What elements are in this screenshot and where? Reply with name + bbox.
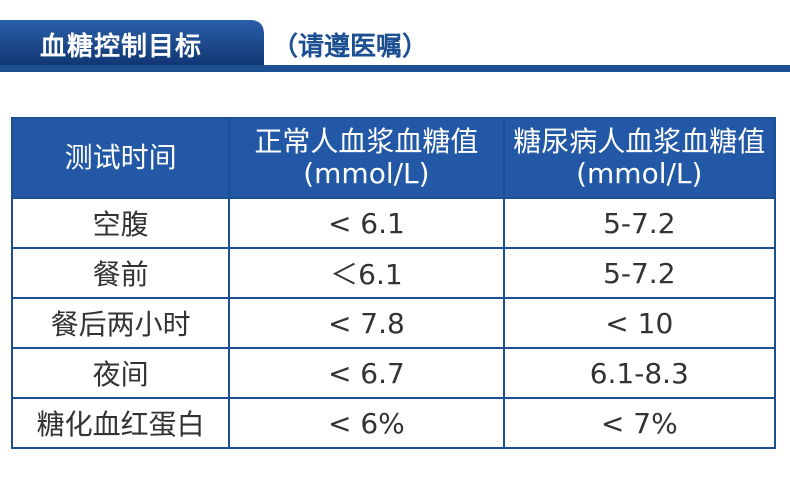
table-cell: < 6.7: [228, 347, 505, 399]
table-cell: 5-7.2: [502, 197, 777, 249]
table-cell: 5-7.2: [502, 247, 777, 299]
table-cell: 夜间: [10, 347, 231, 399]
header-note: （请遵医嘱）: [272, 32, 429, 62]
header-title: 血糖控制目标: [40, 32, 203, 62]
header-line: (mmol/L): [303, 157, 430, 190]
table-row: 糖化血红蛋白 < 6% < 7%: [10, 397, 777, 449]
header-row: 测试时间 正常人血浆血糖值 (mmol/L) 糖尿病人血浆血糖值 (mmol/L): [10, 117, 777, 199]
header-line: (mmol/L): [576, 157, 703, 190]
table-cell: < 10: [502, 297, 777, 349]
table-cell: < 7%: [502, 397, 777, 449]
table-cell: < 6%: [228, 397, 505, 449]
header-cell: 测试时间: [10, 117, 231, 199]
table-cell: 6.1-8.3: [502, 347, 777, 399]
header-line: 正常人血浆血糖值: [254, 125, 479, 158]
table-row: 空腹 < 6.1 5-7.2: [10, 197, 777, 249]
title-tab: [0, 20, 264, 68]
table-cell: < 6.1: [228, 197, 505, 249]
table-cell: 空腹: [10, 197, 231, 249]
header-cell: 正常人血浆血糖值 (mmol/L): [228, 117, 505, 199]
table-cell: ＜6.1: [228, 247, 505, 299]
table-row: 餐后两小时 < 7.8 < 10: [10, 297, 777, 349]
table-cell: 餐后两小时: [10, 297, 231, 349]
header-line: 测试时间: [64, 141, 177, 174]
table-cell: 餐前: [10, 247, 231, 299]
table-cell: < 7.8: [228, 297, 505, 349]
table-body: 空腹 < 6.1 5-7.2 餐前 ＜6.1 5-7.2 餐后两小时 < 7.8 < 10 夜间 <…: [10, 197, 777, 449]
header-rule: [0, 65, 790, 72]
glucose-table: 测试时间 正常人血浆血糖值 (mmol/L) 糖尿病人血浆血糖值 (mmol/L) 空腹…: [10, 117, 777, 449]
header-line: 糖尿病人血浆血糖值: [513, 125, 766, 158]
header-graphic: [0, 20, 790, 72]
table-row: 餐前 ＜6.1 5-7.2: [10, 247, 777, 299]
header-cell: 糖尿病人血浆血糖值 (mmol/L): [502, 117, 777, 199]
table-cell: 糖化血红蛋白: [10, 397, 231, 449]
table-row: 夜间 < 6.7 6.1-8.3: [10, 347, 777, 399]
